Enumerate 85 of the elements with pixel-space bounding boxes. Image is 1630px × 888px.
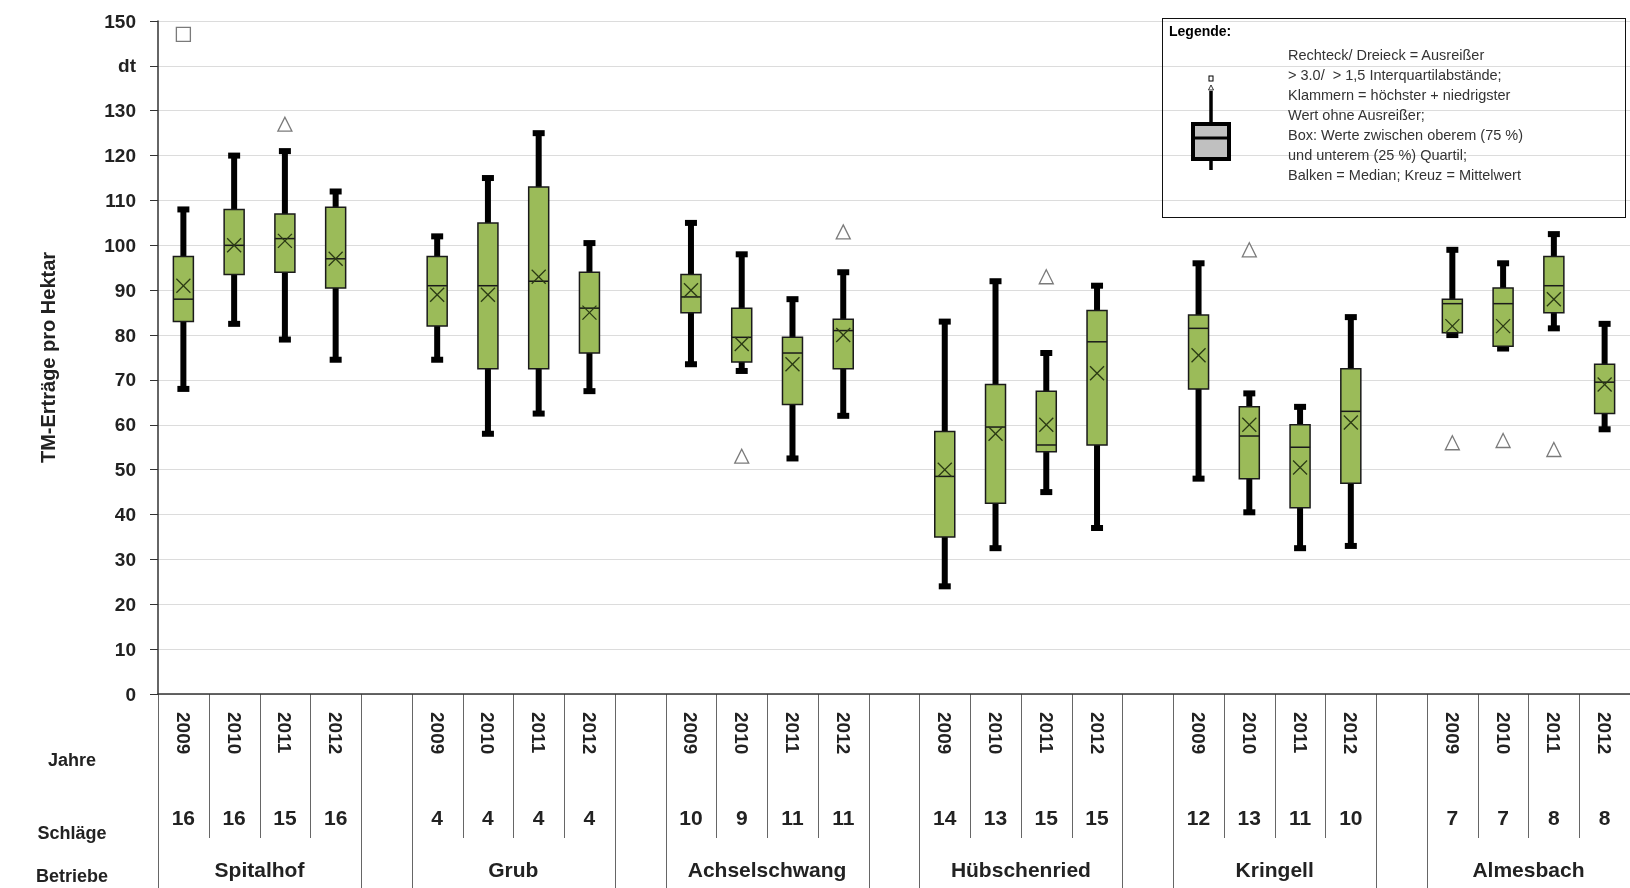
x-tick-label: 2009	[426, 712, 448, 755]
x-tick-label: 2011	[1289, 712, 1311, 754]
text: 16	[171, 806, 196, 830]
point	[1038, 269, 1054, 285]
text: 16	[222, 806, 246, 830]
text: 15	[1034, 806, 1058, 830]
point	[1241, 242, 1257, 258]
x-tick-label: 2012	[578, 712, 600, 755]
x-tick-label: 2011	[1035, 712, 1057, 754]
point	[1444, 435, 1460, 451]
x-tick-label: 2009	[680, 712, 702, 755]
text: 10	[679, 806, 703, 830]
text: 14	[933, 806, 957, 830]
x-tick-label: 2010	[731, 712, 753, 755]
x-tick-label: 2010	[223, 712, 245, 755]
text: 13	[1237, 806, 1261, 830]
x-tick-label: 2012	[832, 712, 854, 755]
x-tick-label: 2009	[1188, 712, 1210, 755]
y-tick-label: 40	[114, 504, 136, 526]
point	[175, 26, 192, 43]
text: Kringell	[1235, 858, 1314, 882]
x-tick-label: 2012	[1340, 712, 1362, 755]
y-tick-label: 120	[104, 145, 136, 167]
text: 12	[1186, 806, 1211, 830]
y-tick-label: dt	[118, 55, 137, 77]
x-tick-label: 2010	[1238, 712, 1260, 755]
text: 15	[273, 806, 297, 830]
text: 7	[1497, 806, 1509, 830]
y-tick-label: 30	[114, 548, 136, 570]
text: 11	[832, 806, 855, 830]
y-tick-label: 80	[114, 324, 136, 346]
text: 7	[1446, 806, 1459, 830]
text: 4	[583, 806, 596, 830]
y-tick-label: 150	[104, 10, 136, 32]
text: Betriebe	[35, 865, 109, 887]
y-tick-label: 10	[114, 638, 136, 660]
text: 4	[482, 806, 494, 830]
x-tick-label: 2012	[1594, 712, 1616, 755]
text: 15	[1085, 806, 1109, 830]
point	[1546, 441, 1562, 458]
text: Grub	[488, 858, 539, 882]
x-tick-label: 2010	[1492, 712, 1514, 755]
x-tick-label: 2010	[985, 712, 1007, 755]
text: 9	[735, 806, 748, 830]
text: 11	[781, 806, 804, 830]
x-tick-label: 2011	[781, 712, 803, 754]
text: 4	[532, 806, 545, 830]
annotation: Legende:	[1169, 23, 1232, 39]
x-tick-label: 2009	[172, 712, 194, 755]
annotation: Rechteck/ Dreieck = Ausreißer > 3.0/ > 1,5 Interquartilabstände; Klammern = höchster + niedrigster Wert ohne Ausreißer; Box: Werte zwischen oberem (75 %) und unterem (25 %) Quartil; Balken = Median; Kreuz = Mittelwert	[1288, 46, 1524, 185]
text: Spitalhof	[214, 858, 305, 882]
text: Schläge	[37, 822, 107, 844]
text: 10	[1339, 806, 1363, 830]
text: Achselschwang	[687, 858, 847, 882]
point	[734, 448, 750, 464]
y-tick-label: 50	[114, 459, 136, 481]
text: Almesbach	[1472, 858, 1585, 882]
text: 11	[1288, 806, 1312, 830]
y-tick-label: 20	[114, 593, 136, 615]
x-tick-label: 2012	[1086, 712, 1108, 755]
x-tick-label: 2009	[934, 712, 956, 755]
point	[1495, 432, 1511, 449]
x-tick-label: 2011	[1543, 712, 1565, 754]
x-tick-label: 2010	[477, 712, 499, 755]
text: 13	[983, 806, 1008, 830]
text: Jahre	[47, 749, 97, 771]
y-tick-label: 70	[114, 369, 136, 391]
x-tick-label: 2011	[274, 712, 296, 754]
x-tick-label: 2009	[1441, 712, 1463, 755]
y-tick-label: 130	[104, 100, 136, 122]
y-tick-label: 0	[125, 683, 136, 705]
text: 4	[431, 806, 444, 830]
y-tick-label: 60	[114, 414, 136, 436]
x-tick-label: 2012	[325, 712, 347, 755]
text: 8	[1548, 806, 1560, 830]
point	[277, 116, 293, 132]
text: 16	[323, 806, 348, 830]
text: 8	[1598, 806, 1611, 830]
x-tick-label: 2011	[528, 712, 550, 754]
point	[835, 224, 851, 240]
text: Hübschenried	[950, 858, 1091, 882]
y-axis-title: TM-Erträge pro Hektar	[37, 251, 59, 464]
y-tick-label: 100	[104, 234, 136, 256]
y-tick-label: 90	[114, 279, 136, 301]
y-tick-label: 110	[105, 189, 136, 211]
